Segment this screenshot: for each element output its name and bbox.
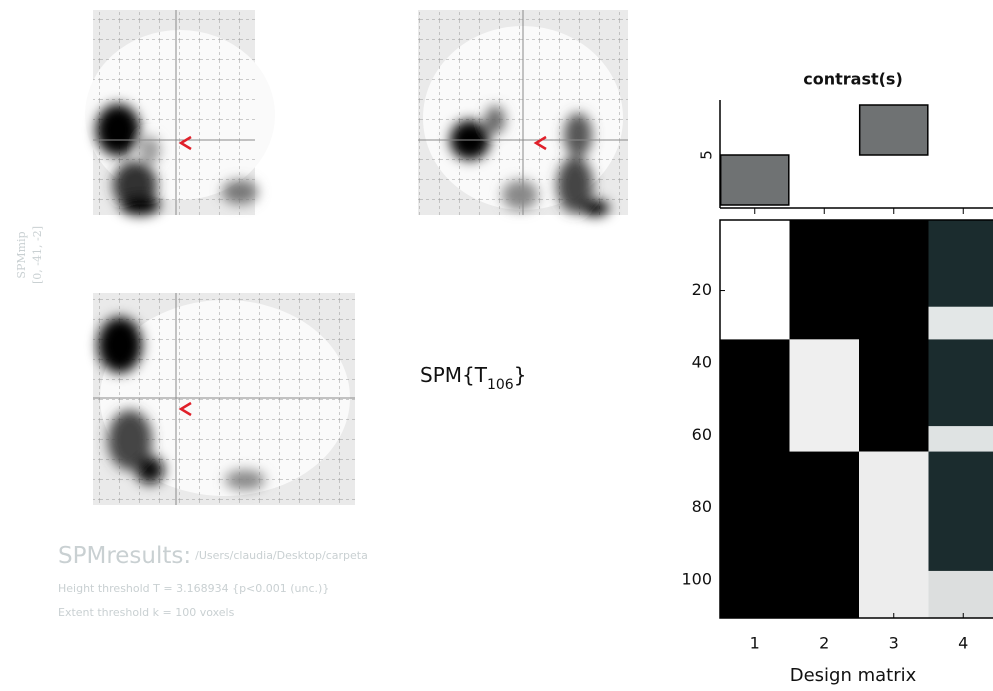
y-tick-label: 40 bbox=[692, 352, 712, 371]
stat-base: SPM{T bbox=[420, 363, 488, 387]
y-tick-label: 100 bbox=[681, 570, 712, 589]
y-tick-label: 80 bbox=[692, 497, 712, 516]
design-block bbox=[720, 220, 790, 339]
design-block bbox=[929, 452, 993, 571]
design-block bbox=[929, 307, 993, 340]
mip-label: SPMmip [0, -41, -2] bbox=[15, 226, 44, 284]
contrast-label: 5 bbox=[698, 150, 716, 160]
design-block bbox=[790, 339, 860, 451]
design-matrix-label: Design matrix bbox=[790, 665, 917, 686]
design-block bbox=[929, 571, 993, 618]
stat-close: } bbox=[514, 363, 527, 387]
design-block bbox=[790, 452, 860, 618]
design-block bbox=[720, 339, 790, 618]
design-block bbox=[790, 220, 860, 339]
mip-coords: [0, -41, -2] bbox=[31, 226, 44, 284]
results-path: /Users/claudia/Desktop/carpeta bbox=[195, 549, 368, 562]
x-tick-label: 4 bbox=[958, 634, 968, 653]
design-block bbox=[929, 220, 993, 307]
x-tick-label: 3 bbox=[889, 634, 899, 653]
design-block bbox=[929, 426, 993, 451]
x-tick-label: 1 bbox=[750, 634, 760, 653]
mip-title: SPMmip bbox=[15, 231, 28, 278]
y-tick-label: 60 bbox=[692, 425, 712, 444]
mip-coronal bbox=[418, 10, 628, 216]
extent-threshold: Extent threshold k = 100 voxels bbox=[58, 606, 235, 619]
design-block bbox=[859, 452, 929, 618]
results-title: SPMresults: bbox=[58, 543, 191, 569]
spm-results-window: SPMmip [0, -41, -2] SPM{T106} SPMresults… bbox=[0, 0, 993, 691]
height-threshold: Height threshold T = 3.168934 {p<0.001 (… bbox=[58, 582, 329, 595]
contrast-title: contrast(s) bbox=[803, 70, 903, 89]
results-header: SPMresults: /Users/claudia/Desktop/carpet… bbox=[58, 543, 368, 569]
design-block bbox=[929, 339, 993, 426]
x-tick-label: 2 bbox=[819, 634, 829, 653]
mip-sagittal bbox=[85, 10, 275, 215]
contrast-bar bbox=[860, 105, 928, 155]
contrast-bar bbox=[721, 155, 789, 205]
y-tick-label: 20 bbox=[692, 280, 712, 299]
mip-axial bbox=[93, 293, 355, 505]
stat-df: 106 bbox=[487, 377, 514, 393]
design-block bbox=[859, 220, 929, 452]
stat-title: SPM{T106} bbox=[420, 363, 526, 394]
